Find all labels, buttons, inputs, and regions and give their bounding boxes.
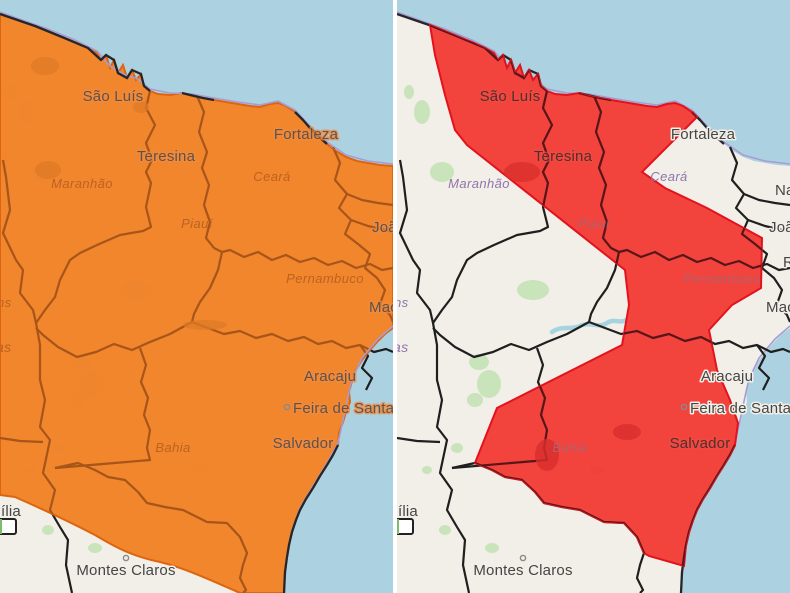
town-marker-icon xyxy=(680,403,688,411)
city-label-natal: Na xyxy=(775,182,790,199)
city-label-sao-luis: São Luís xyxy=(83,88,144,105)
city-label-teresina: Teresina xyxy=(137,148,196,165)
city-label-joao-pessoa: João xyxy=(769,219,790,236)
state-label-piaui: Piauí xyxy=(181,216,214,231)
state-label-maranhao: Maranhão xyxy=(448,176,510,191)
city-label-maceio: Maceió xyxy=(369,299,393,316)
city-label-aracaju: Aracaju xyxy=(304,368,356,385)
state-label-bahia: Bahia xyxy=(552,440,587,455)
map-canvas-orange[interactable]: São Luís Teresina Fortaleza João Maceió … xyxy=(0,0,393,593)
city-label-feira-de-santana: Feira de Santana xyxy=(293,400,393,417)
city-label-teresina: Teresina xyxy=(534,148,593,165)
state-label-fragment-as: as xyxy=(0,339,12,355)
city-label-fortaleza: Fortaleza xyxy=(274,126,339,143)
state-label-ceara: Ceará xyxy=(253,169,290,184)
state-label-fragment-ns: ns xyxy=(0,295,12,310)
city-label-maceio: Maceió xyxy=(766,299,790,316)
city-label-montes-claros: Montes Claros xyxy=(76,562,175,579)
map-canvas-red[interactable]: São Luís Teresina Fortaleza Na João R Ma… xyxy=(397,0,790,593)
city-label-montes-claros: Montes Claros xyxy=(473,562,572,579)
city-label-joao-pessoa: João xyxy=(372,219,393,236)
road-shield-icon xyxy=(397,518,414,535)
city-label-salvador: Salvador xyxy=(273,435,334,452)
state-label-fragment-as: as xyxy=(397,339,409,355)
state-label-bahia: Bahia xyxy=(155,440,190,455)
city-label-recife: R xyxy=(783,254,790,271)
vegetation-patches-tinted xyxy=(31,57,227,330)
town-marker-icon xyxy=(283,403,291,411)
city-label-brasilia-fragment: ília xyxy=(1,503,21,520)
state-label-ceara: Ceará xyxy=(650,169,687,184)
city-label-sao-luis: São Luís xyxy=(480,88,541,105)
city-label-fortaleza: Fortaleza xyxy=(671,126,736,143)
state-label-fragment-ns: ns xyxy=(397,295,409,310)
city-label-brasilia-fragment: ília xyxy=(398,503,418,520)
state-label-pernambuco: Pernambuco xyxy=(683,271,761,286)
city-label-salvador: Salvador xyxy=(670,435,731,452)
city-label-aracaju: Aracaju xyxy=(701,368,753,385)
state-label-piaui: Piauí xyxy=(578,216,611,231)
town-marker-icon xyxy=(122,554,130,562)
state-label-pernambuco: Pernambuco xyxy=(286,271,364,286)
vegetation-patches-tinted xyxy=(504,162,641,471)
state-label-maranhao: Maranhão xyxy=(51,176,113,191)
road-shield-icon xyxy=(0,518,17,535)
town-marker-icon xyxy=(519,554,527,562)
city-label-feira-de-santana: Feira de Santana xyxy=(690,400,790,417)
